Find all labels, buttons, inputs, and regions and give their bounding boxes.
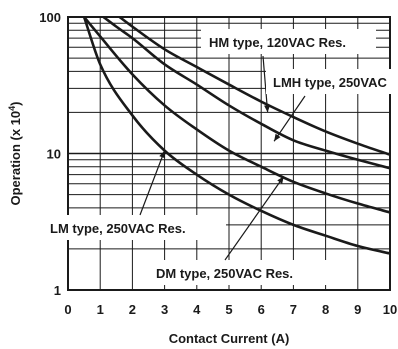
annotation-hm: HM type, 120VAC Res.	[201, 29, 376, 113]
annotation-arrowhead	[274, 133, 281, 142]
x-tick-label: 6	[258, 302, 265, 317]
y-axis-label-main: Operation (x 10	[8, 111, 23, 206]
annotation-arrowhead	[264, 105, 271, 113]
annotation-background	[266, 69, 398, 94]
x-tick-label: 0	[64, 302, 71, 317]
annotation-dm: DM type, 250VAC Res.	[149, 176, 354, 285]
x-tick-label: 10	[383, 302, 397, 317]
annotation-background	[149, 260, 354, 285]
grid	[68, 17, 390, 290]
annotation-pointer	[262, 55, 269, 113]
x-tick-label: 7	[290, 302, 297, 317]
x-axis-label: Contact Current (A)	[169, 331, 290, 346]
x-tick-label: 5	[225, 302, 232, 317]
x-tick-label: 9	[354, 302, 361, 317]
annotations: HM type, 120VAC Res. LMH type, 250VAC LM t…	[43, 29, 398, 285]
series-line-lm	[82, 16, 391, 255]
annotation-arrowhead	[277, 176, 284, 184]
y-tick-label: 1	[54, 283, 61, 298]
series-lines	[82, 15, 391, 255]
y-axis-label-superscript: 4	[7, 106, 17, 111]
annotation-label: LM type, 250VAC Res.	[50, 221, 186, 236]
y-axis-label-end: )	[8, 102, 23, 106]
annotation-pointer	[224, 176, 285, 261]
y-axis-label: Operation (x 104)	[7, 102, 23, 206]
annotation-lmh: LMH type, 250VAC	[266, 69, 398, 142]
y-tick-label: 100	[39, 10, 61, 25]
series-line-lmh	[102, 15, 391, 170]
annotation-pointer	[273, 95, 306, 142]
annotation-pointer	[139, 150, 166, 216]
annotation-arrowhead	[159, 150, 165, 159]
annotation-background	[201, 29, 376, 54]
annotation-label: DM type, 250VAC Res.	[156, 266, 293, 281]
series-line-hm	[118, 15, 391, 156]
x-tick-label: 2	[129, 302, 136, 317]
x-tick-label: 1	[97, 302, 104, 317]
annotation-lm: LM type, 250VAC Res.	[43, 150, 226, 240]
annotation-label: HM type, 120VAC Res.	[209, 35, 346, 50]
annotation-background	[43, 215, 226, 240]
series-line-dm	[83, 16, 391, 214]
x-tick-label: 3	[161, 302, 168, 317]
y-tick-label: 10	[47, 147, 61, 162]
x-tick-label: 8	[322, 302, 329, 317]
x-tick-label: 4	[193, 302, 201, 317]
annotation-label: LMH type, 250VAC	[273, 75, 388, 90]
